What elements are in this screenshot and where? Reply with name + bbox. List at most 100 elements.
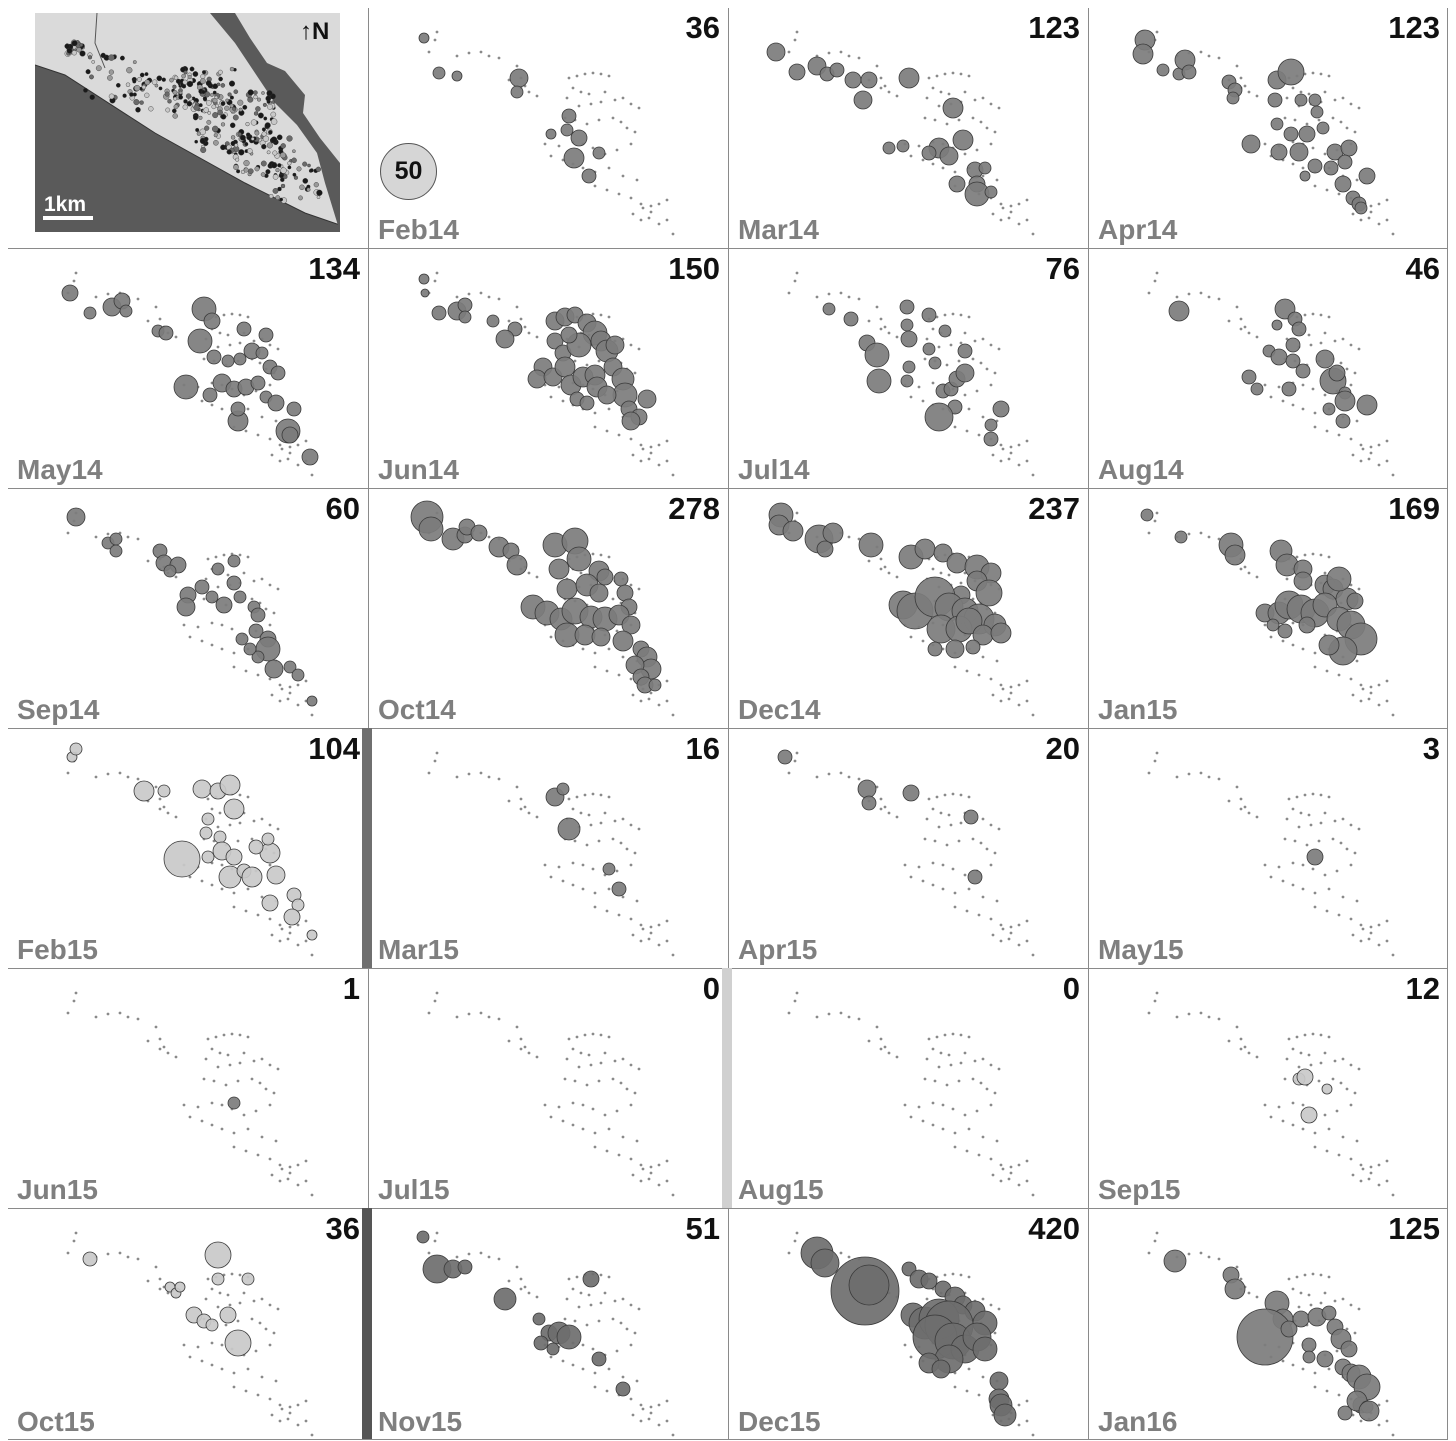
case-bubble bbox=[204, 313, 220, 329]
station-point bbox=[1000, 219, 1003, 222]
map-station-dot bbox=[230, 104, 234, 108]
station-point bbox=[658, 1404, 661, 1407]
station-point bbox=[600, 794, 603, 797]
map-station-dot bbox=[280, 152, 286, 158]
station-point bbox=[896, 576, 899, 579]
station-point bbox=[253, 820, 256, 823]
panel-month-label: Feb15 bbox=[17, 934, 98, 966]
case-bubble bbox=[225, 1330, 251, 1356]
station-point bbox=[572, 1048, 575, 1051]
station-point bbox=[990, 678, 993, 681]
station-point bbox=[1218, 298, 1221, 301]
station-point bbox=[1350, 438, 1353, 441]
case-bubble bbox=[865, 343, 889, 367]
station-point bbox=[1292, 1048, 1295, 1051]
station-point bbox=[618, 914, 621, 917]
station-point bbox=[658, 1164, 661, 1167]
station-point bbox=[203, 1078, 206, 1081]
map-station-dot bbox=[281, 184, 285, 188]
case-bubble bbox=[205, 1242, 231, 1268]
station-point bbox=[574, 1080, 577, 1083]
station-point bbox=[1002, 928, 1005, 931]
station-point bbox=[622, 1376, 625, 1379]
station-point bbox=[275, 420, 278, 423]
station-point bbox=[1026, 1180, 1029, 1183]
station-point bbox=[600, 554, 603, 557]
station-point bbox=[544, 143, 547, 146]
map-station-dot bbox=[190, 67, 194, 71]
station-point bbox=[211, 884, 214, 887]
station-point bbox=[257, 914, 260, 917]
station-point bbox=[1292, 1364, 1295, 1367]
map-station-dot bbox=[194, 105, 200, 111]
station-point bbox=[982, 818, 985, 821]
station-point bbox=[1188, 533, 1191, 536]
case-bubble bbox=[555, 357, 575, 377]
station-point bbox=[251, 1318, 254, 1321]
legend-circle: 50 bbox=[380, 143, 437, 200]
station-point bbox=[305, 1160, 308, 1163]
station-point bbox=[201, 640, 204, 643]
station-point bbox=[297, 464, 300, 467]
station-point bbox=[1148, 532, 1151, 535]
station-point bbox=[1302, 1104, 1305, 1107]
station-point bbox=[958, 360, 961, 363]
station-point bbox=[620, 842, 623, 845]
station-point bbox=[183, 1344, 186, 1347]
map-station-dot bbox=[303, 178, 308, 183]
station-point bbox=[948, 814, 951, 817]
station-point bbox=[233, 1386, 236, 1389]
station-point bbox=[796, 752, 799, 755]
station-point bbox=[1318, 840, 1321, 843]
station-point bbox=[666, 940, 669, 943]
station-point bbox=[1270, 636, 1273, 639]
station-point bbox=[544, 864, 547, 867]
station-point bbox=[1286, 97, 1289, 100]
station-point bbox=[233, 666, 236, 669]
station-point bbox=[1354, 1332, 1357, 1335]
map-station-dot bbox=[123, 94, 127, 98]
panel-count: 104 bbox=[308, 731, 360, 767]
case-bubble bbox=[844, 312, 858, 326]
station-point bbox=[592, 1348, 595, 1351]
map-station-dot bbox=[133, 60, 136, 63]
station-point bbox=[572, 808, 575, 811]
station-point bbox=[608, 1036, 611, 1039]
station-point bbox=[632, 1174, 635, 1177]
station-point bbox=[456, 1256, 459, 1259]
station-point bbox=[1328, 1128, 1331, 1131]
case-bubble bbox=[567, 547, 591, 571]
station-point bbox=[1000, 684, 1003, 687]
station-point bbox=[932, 1124, 935, 1127]
station-point bbox=[840, 1252, 843, 1255]
station-point bbox=[73, 1000, 76, 1003]
station-point bbox=[612, 598, 615, 601]
station-point bbox=[1292, 404, 1295, 407]
station-point bbox=[95, 776, 98, 779]
station-point bbox=[1378, 944, 1381, 947]
station-point bbox=[1284, 117, 1287, 120]
station-point bbox=[1328, 796, 1331, 799]
station-point bbox=[1378, 1184, 1381, 1187]
station-point bbox=[1324, 1292, 1327, 1295]
station-point bbox=[952, 313, 955, 316]
station-point bbox=[211, 622, 214, 625]
station-point bbox=[305, 1400, 308, 1403]
station-point bbox=[980, 842, 983, 845]
station-point bbox=[640, 1180, 643, 1183]
station-point bbox=[1296, 1276, 1299, 1279]
station-point bbox=[1218, 57, 1221, 60]
station-point bbox=[1018, 684, 1021, 687]
case-bubble bbox=[783, 521, 803, 541]
station-point bbox=[1312, 72, 1315, 75]
station-point bbox=[1324, 1114, 1327, 1117]
station-point bbox=[227, 1294, 230, 1297]
case-bubble bbox=[617, 585, 633, 601]
station-point bbox=[239, 554, 242, 557]
case-bubble bbox=[994, 1404, 1016, 1426]
station-point bbox=[594, 652, 597, 655]
station-point bbox=[942, 167, 945, 170]
case-bubble bbox=[1341, 1341, 1357, 1357]
case-bubble bbox=[638, 390, 656, 408]
case-bubble bbox=[953, 130, 973, 150]
